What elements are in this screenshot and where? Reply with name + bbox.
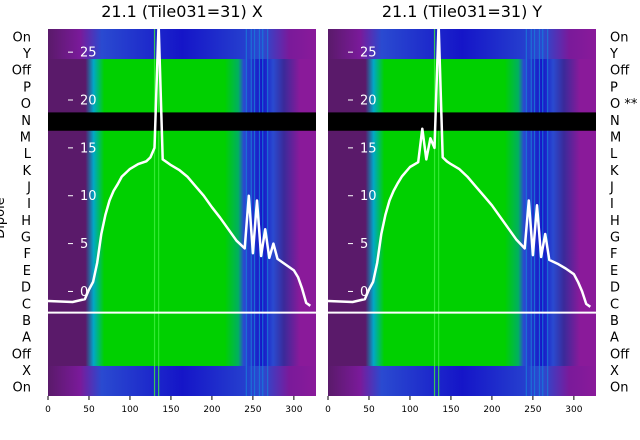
row-label: I	[610, 197, 614, 212]
row-label: C	[610, 297, 619, 312]
row-label: On	[13, 381, 31, 396]
panel-y-heatmap	[327, 22, 596, 396]
row-label: H	[610, 214, 620, 229]
heatmap-band	[48, 59, 316, 366]
row-label: J	[26, 180, 31, 195]
flagged-row	[328, 112, 596, 131]
x-tick-label: 250	[524, 405, 541, 415]
row-label: A	[22, 331, 31, 346]
row-label: P	[610, 80, 618, 95]
row-label: E	[610, 264, 618, 279]
heatmap-band	[328, 59, 596, 366]
row-label: N	[610, 114, 620, 129]
row-label: G	[21, 231, 31, 246]
overlay-tick-label: 0	[360, 285, 368, 300]
row-label: On	[610, 30, 628, 45]
panel-y-overlay-ticks: 25 20 15 10 5 0	[348, 46, 377, 300]
x-tick-label: 50	[363, 405, 375, 415]
row-label: G	[610, 231, 620, 246]
overlay-tick-label: 20	[360, 94, 377, 109]
row-label: O	[21, 97, 31, 112]
row-label: A	[610, 331, 619, 346]
row-label: F	[24, 247, 31, 262]
overlay-tick-label: 25	[360, 46, 377, 61]
row-label: Off	[610, 64, 630, 79]
row-label: N	[21, 114, 31, 129]
overlay-tick-label: 10	[360, 189, 377, 204]
x-tick-label: 50	[83, 405, 95, 415]
overlay-tick-label: 5	[360, 237, 368, 252]
overlay-tick-label: 5	[80, 237, 88, 252]
row-label: D	[21, 281, 31, 296]
panel-y-x-ticks: 0 50 100 150 200 250 300	[325, 396, 583, 415]
row-label: F	[610, 247, 617, 262]
panel-x-x-ticks: 0 50 100 150 200 250 300	[45, 396, 303, 415]
overlay-tick-label: 0	[80, 285, 88, 300]
overlay-tick-label: 15	[80, 141, 97, 156]
row-label: D	[610, 281, 620, 296]
row-label: Y	[22, 47, 31, 62]
x-tick-label: 150	[442, 405, 459, 415]
x-tick-label: 300	[565, 405, 582, 415]
overlay-tick-label: 20	[80, 94, 97, 109]
x-tick-label: 200	[483, 405, 500, 415]
x-tick-label: 0	[45, 405, 51, 415]
overlay-spectrum-line	[47, 22, 312, 307]
overlay-tick-label: 25	[80, 46, 97, 61]
row-label: Off	[12, 347, 32, 362]
x-tick-label: 300	[285, 405, 302, 415]
row-label: X	[22, 364, 31, 379]
overlay-spectrum-line	[327, 22, 592, 308]
row-label: X	[610, 364, 619, 379]
y-axis-title: Dipole	[0, 197, 8, 238]
row-label: E	[23, 264, 31, 279]
row-label: B	[610, 314, 619, 329]
row-label: On	[610, 381, 628, 396]
x-tick-label: 200	[203, 405, 220, 415]
row-label: K	[610, 164, 619, 179]
row-label: Off	[610, 347, 630, 362]
row-label: B	[22, 314, 31, 329]
x-tick-label: 0	[325, 405, 331, 415]
row-label: Y	[609, 47, 618, 62]
row-label: M	[610, 130, 621, 145]
panel-y-title: 21.1 (Tile031=31) Y	[382, 2, 543, 21]
flagged-row	[48, 112, 316, 131]
overlay-tick-label: 15	[360, 141, 377, 156]
row-label: O **	[610, 97, 638, 112]
x-tick-label: 250	[244, 405, 261, 415]
row-label: H	[21, 214, 31, 229]
panel-x: 21.1 (Tile031=31) X OnYOffPONMLKJIHGFEDC…	[12, 2, 316, 415]
overlay-tick-label: 10	[80, 189, 97, 204]
x-tick-label: 100	[121, 405, 138, 415]
x-tick-label: 100	[401, 405, 418, 415]
x-tick-label: 150	[162, 405, 179, 415]
row-label: L	[610, 147, 618, 162]
row-label: J	[609, 180, 614, 195]
panel-x-heatmap	[47, 22, 316, 396]
row-label: On	[13, 30, 31, 45]
row-label: Off	[12, 64, 32, 79]
row-label: I	[27, 197, 31, 212]
row-label: L	[24, 147, 32, 162]
row-label: K	[22, 164, 31, 179]
row-label: P	[23, 80, 31, 95]
row-label: M	[20, 130, 31, 145]
panel-x-overlay-ticks: 25 20 15 10 5 0	[68, 46, 97, 300]
panel-x-title: 21.1 (Tile031=31) X	[101, 2, 263, 21]
row-label: C	[22, 297, 31, 312]
